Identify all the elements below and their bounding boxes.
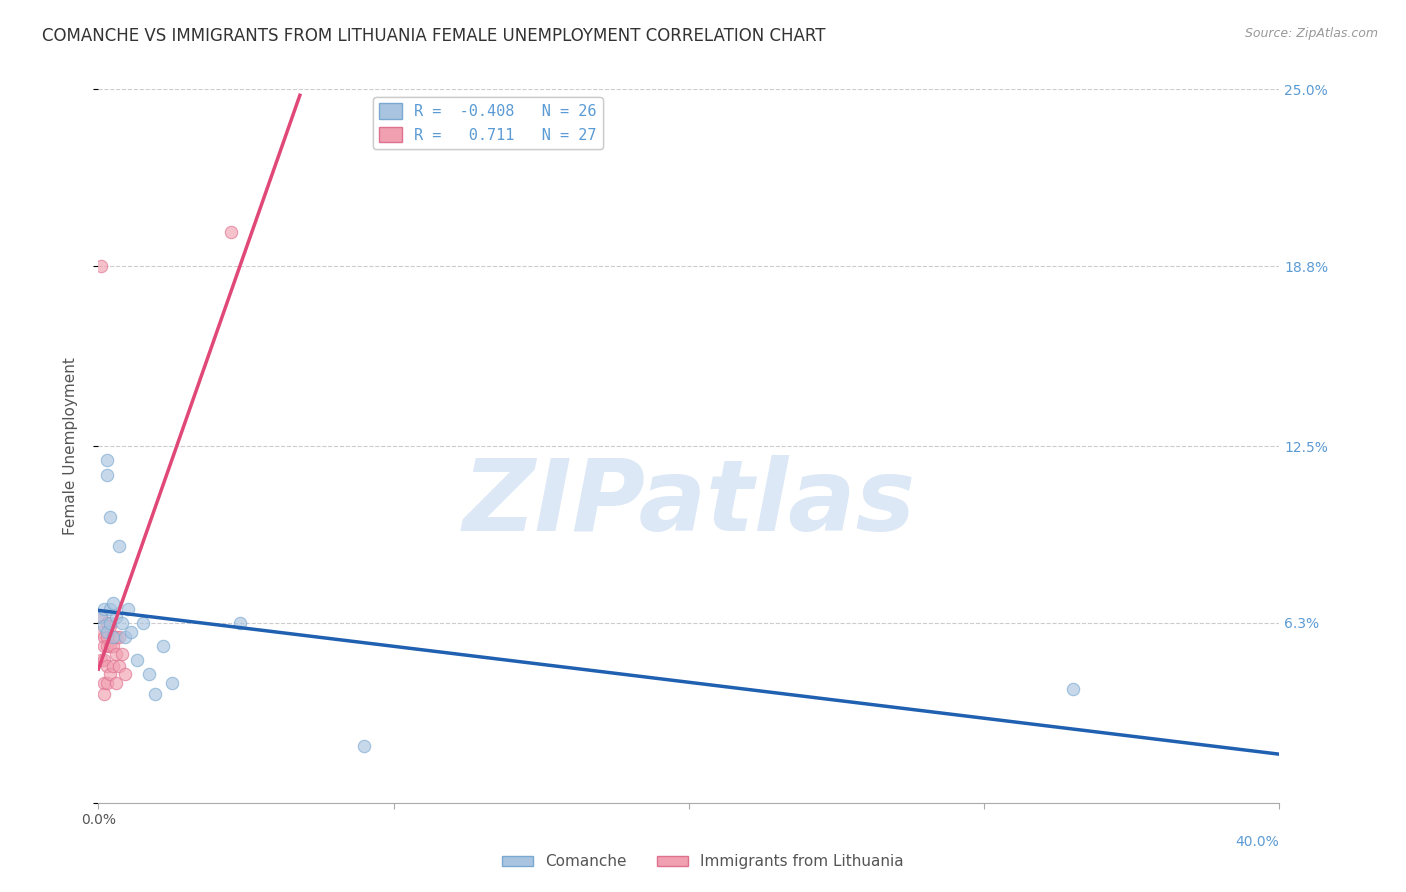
Point (93, 630, 115, 644)
Point (96, 453, 118, 467)
Point (103, 639, 125, 653)
Point (103, 658, 125, 673)
Point (98, 667, 121, 681)
Point (96, 639, 118, 653)
Point (132, 615, 155, 630)
Point (105, 630, 128, 644)
Point (93, 601, 115, 615)
Point (98, 510, 121, 524)
Point (125, 653, 148, 667)
Point (353, 739, 375, 753)
Point (114, 630, 136, 644)
Point (96, 630, 118, 644)
Point (108, 630, 131, 644)
Point (90, 624, 112, 639)
Point (96, 615, 118, 630)
Point (90, 259, 112, 273)
Point (93, 653, 115, 667)
Point (103, 596, 125, 610)
Text: 40.0%: 40.0% (1236, 835, 1279, 849)
Text: Source: ZipAtlas.com: Source: ZipAtlas.com (1244, 27, 1378, 40)
Point (229, 615, 252, 630)
Point (96, 676, 118, 690)
Point (98, 615, 121, 630)
Point (93, 619, 115, 633)
Point (120, 624, 142, 639)
Point (98, 619, 121, 633)
Point (117, 601, 139, 615)
Point (90, 610, 112, 624)
Point (114, 667, 136, 681)
Text: ZIPatlas: ZIPatlas (463, 455, 915, 551)
Point (143, 687, 166, 701)
Text: COMANCHE VS IMMIGRANTS FROM LITHUANIA FEMALE UNEMPLOYMENT CORRELATION CHART: COMANCHE VS IMMIGRANTS FROM LITHUANIA FE… (42, 27, 825, 45)
Point (105, 610, 128, 624)
Point (96, 658, 118, 673)
Point (93, 676, 115, 690)
Point (111, 615, 134, 630)
Point (1062, 681, 1084, 696)
Point (105, 648, 128, 662)
Point (96, 467, 118, 482)
Legend: R =  -0.408   N = 26, R =   0.711   N = 27: R = -0.408 N = 26, R = 0.711 N = 27 (373, 97, 603, 149)
Legend: Comanche, Immigrants from Lithuania: Comanche, Immigrants from Lithuania (496, 848, 910, 875)
Point (98, 639, 121, 653)
Point (138, 667, 160, 681)
Point (108, 539, 131, 553)
Point (108, 658, 131, 673)
Point (96, 624, 118, 639)
Y-axis label: Female Unemployment: Female Unemployment (63, 357, 77, 535)
Point (103, 630, 125, 644)
Point (105, 676, 128, 690)
Point (219, 225, 242, 239)
Point (93, 639, 115, 653)
Point (111, 648, 134, 662)
Point (152, 639, 174, 653)
Point (93, 687, 115, 701)
Point (90, 610, 112, 624)
Point (162, 676, 183, 690)
Point (90, 653, 112, 667)
Point (98, 601, 121, 615)
